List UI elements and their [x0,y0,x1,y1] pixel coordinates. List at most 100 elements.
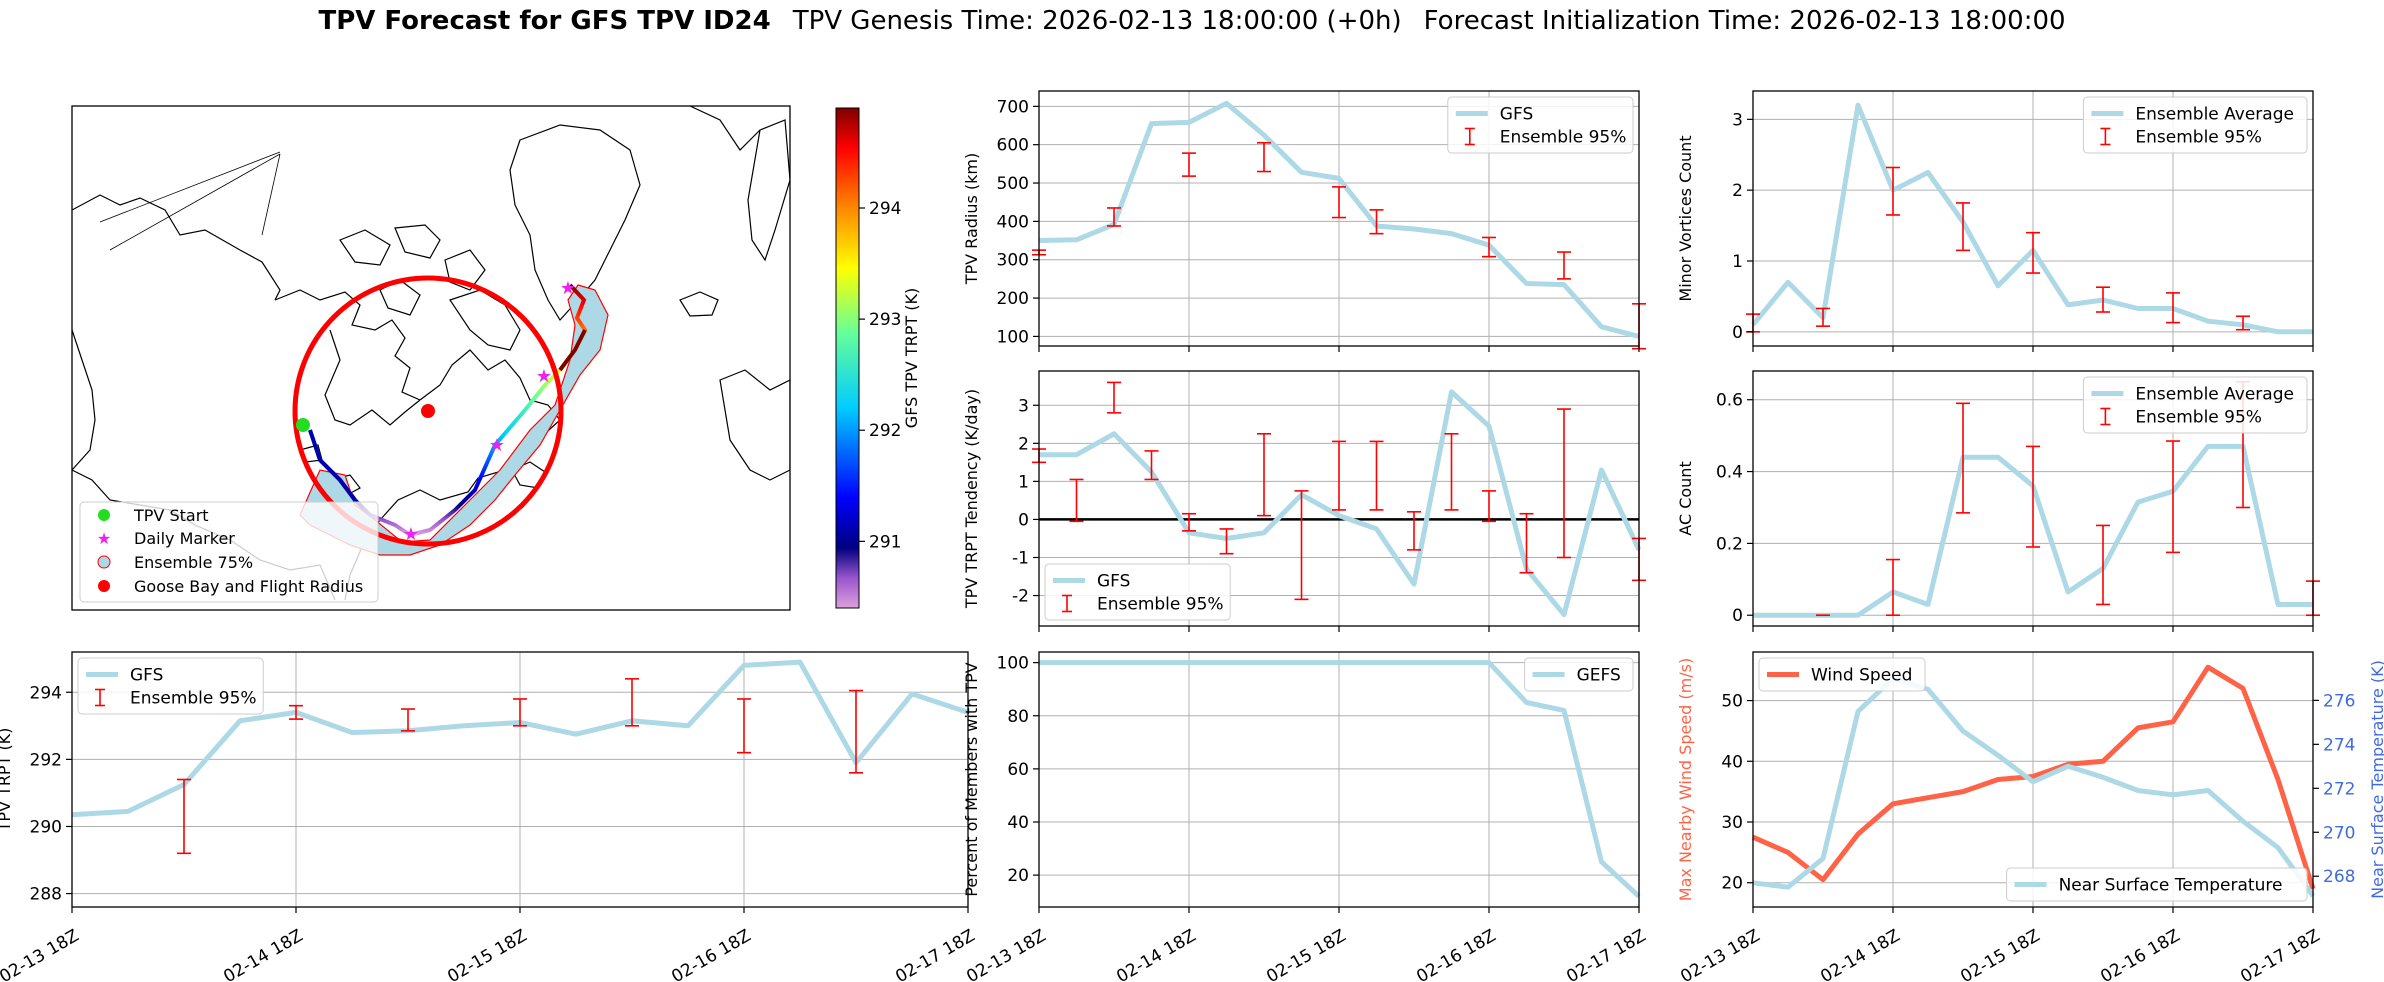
daily-marker: ★ [560,278,576,299]
tendency-plot: -2 -1 0 1 2 3 TPV TRPT Tendency (K/day) GFS Ense… [962,370,1646,632]
legend-label: Ensemble 95% [130,689,257,709]
y-axis-label-right: Near Surface Temperature (K) [2368,660,2384,899]
y-tick-label: 30 [1721,813,1743,833]
y-tick-label: 100 [997,654,1029,674]
y-tick-label: 3 [1732,110,1743,130]
goose-bay-marker [421,404,435,418]
daily-marker: ★ [489,435,505,456]
legend-ensemble-75: Ensemble 75% [134,553,253,572]
minor-vortices-plot: 0 1 2 3 Minor Vortices Count Ensemble Average… [1676,90,2314,352]
map-grid-lines [99,151,281,251]
y-tick-label: 50 [1721,692,1743,712]
archipelago-1 [339,229,391,266]
ac-count-plot: 0 0.2 0.4 0.6 AC Count Ensemble Average Ensemb… [1676,370,2320,632]
x-tick-label: 02-17 18Z [2237,926,2323,982]
y-tick-label: 294 [30,683,62,703]
y-tick-label: 0.2 [1716,534,1743,554]
coast-west [72,329,96,471]
series-line-gfs [1039,389,1642,618]
panel-wind-temp: 20 30 40 50 268 270 272 274 276 Near Surface Temp… [1676,651,2384,982]
x-tick-label: 02-14 18Z [220,926,306,982]
legend-label: Wind Speed [1811,666,1912,686]
legend-box [1044,563,1231,621]
figure-title: TPV Forecast for GFS TPV ID24 TPV Genesis… [0,6,2384,36]
y-tick-label: 700 [997,97,1029,117]
panel-radius: 100 200 300 400 500 600 700 TPV Radius (km) GFS E… [962,90,1646,352]
y-tick-label: 0 [1732,323,1743,343]
y-tick-label: 0 [1732,606,1743,626]
north-europe [689,106,761,151]
y-tick-label: 2 [1018,434,1029,454]
x-tick-label: 02-15 18Z [444,926,530,982]
legend-label: Ensemble 95% [1500,128,1627,148]
coast-alaska [72,194,281,301]
x-tick-label: 02-15 18Z [1263,926,1349,982]
legend-goose-bay-icon [98,580,110,592]
map-panel: ★ ★ ★ ★ TPV Start ★ Daily Marker Ensembl… [71,105,921,611]
y-tick-label-right: 276 [2323,691,2355,711]
trpt-plot: 288 290 292 294 TPV TRPT (K) 02-13 18Z 02-14 1… [0,651,979,982]
radius-plot: 100 200 300 400 500 600 700 TPV Radius (km) GFS E… [962,90,1646,352]
figure-title-init: Forecast Initialization Time: 2026-02-13… [1423,6,2066,36]
tpv-track-late [558,329,587,372]
legend-label: Ensemble Average [2135,105,2294,125]
colorbar-ticks: 291 292 293 294 [859,199,901,552]
x-tick-label: 02-13 18Z [1677,926,1763,982]
map-legend: TPV Start ★ Daily Marker Ensemble 75% Go… [79,501,379,603]
coast-labrador [419,349,561,421]
tpv-track-early [308,429,357,502]
y-tick-label: 100 [997,327,1029,347]
y-tick-label: 288 [30,885,62,905]
percent-members-plot: 20 40 60 80 100 Percent of Members with TPV 02… [962,651,1650,982]
legend-label: GFS [1500,105,1533,125]
y-tick-label: 1 [1732,252,1743,272]
legend-label: Near Surface Temperature [2059,876,2283,896]
y-tick-label-right: 274 [2323,735,2355,755]
legend-ensemble-icon [97,555,111,569]
colorbar-gradient [835,107,860,609]
series-line-gfs [1038,100,1640,339]
daily-marker: ★ [403,524,419,545]
y-tick-label: 500 [997,174,1029,194]
colorbar-label: GFS TPV TRPT (K) [902,288,921,428]
legend-label: Ensemble Average [2135,385,2294,405]
tpv-start-marker [296,418,310,432]
y-tick-label: 200 [997,289,1029,309]
legend-goose-bay: Goose Bay and Flight Radius [134,577,363,596]
colorbar-tick-label: 294 [869,199,901,219]
colorbar-tick-label: 291 [869,532,901,552]
y-axis-label: TPV TRPT (K) [0,728,14,833]
legend-label: GEFS [1577,666,1621,686]
legend-box [2082,96,2308,154]
y-tick-label: 290 [30,817,62,837]
y-tick-label: -2 [1012,587,1029,607]
figure-title-bold: TPV Forecast for GFS TPV ID24 [318,6,771,36]
panel-minor-vortices: 0 1 2 3 Minor Vortices Count Ensemble Average… [1676,90,2314,352]
legend-box [77,657,264,715]
goose-bay-flight-radius [292,275,564,547]
y-tick-label: 0.6 [1716,391,1743,411]
y-tick-label: 80 [1007,707,1029,727]
y-axis-label: Percent of Members with TPV [962,662,981,896]
legend-daily-marker-icon: ★ [97,529,111,548]
y-axis-label: TPV Radius (km) [962,153,981,286]
legend-box [1758,657,1926,692]
panel-ac-count: 0 0.2 0.4 0.6 AC Count Ensemble Average Ensemb… [1676,370,2320,632]
legend-label: Ensemble 95% [2135,128,2262,148]
x-tick-label: 02-16 18Z [668,926,754,982]
y-tick-label: 0 [1018,510,1029,530]
legend-box [2082,376,2308,434]
archipelago-2 [394,224,441,259]
y-tick-label: -1 [1012,548,1029,568]
x-tick-label: 02-16 18Z [1413,926,1499,982]
iceland [679,291,719,317]
x-tick-label: 02-13 18Z [963,926,1049,982]
y-tick-label: 3 [1018,396,1029,416]
x-tick-label: 02-17 18Z [1563,926,1649,982]
legend-tpv-start-icon [98,509,110,521]
y-tick-label-right: 270 [2323,823,2355,843]
legend-label: GFS [130,666,163,686]
y-tick-label: 400 [997,212,1029,232]
y-tick-label: 600 [997,136,1029,156]
